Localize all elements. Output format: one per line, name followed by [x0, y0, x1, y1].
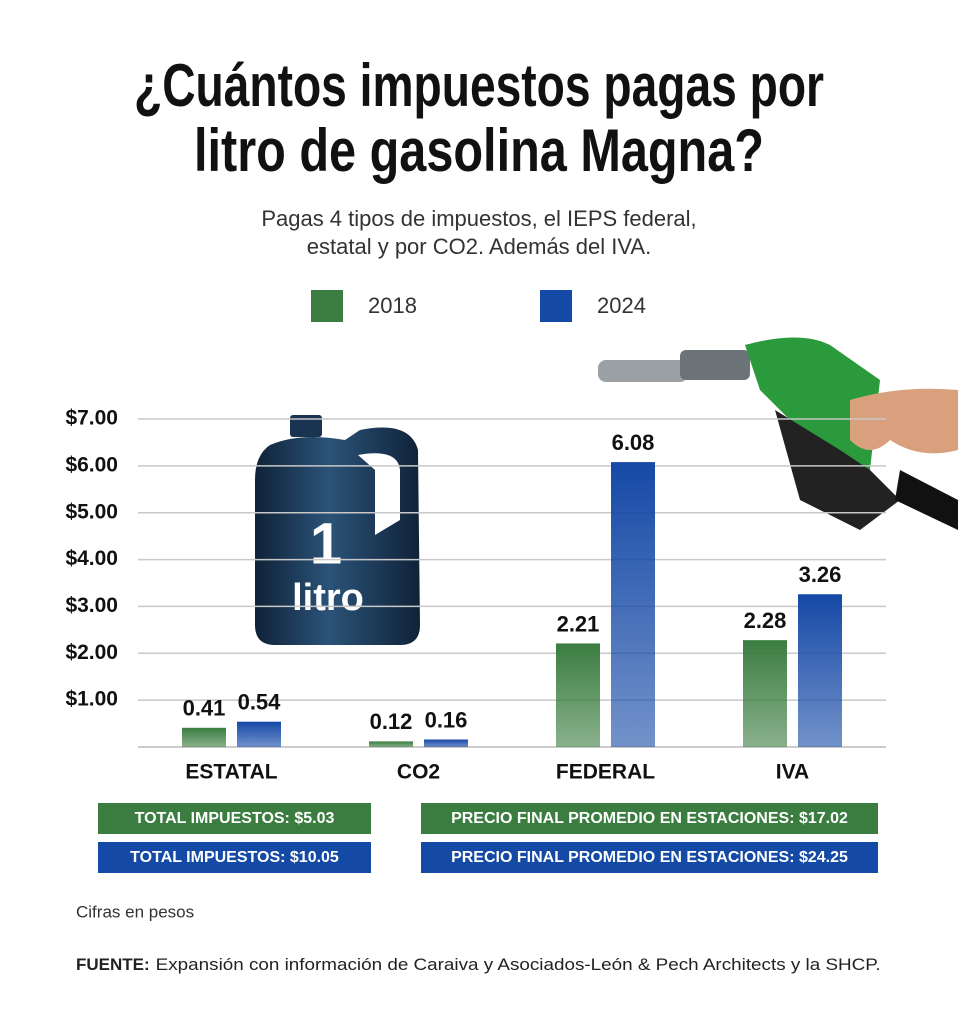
bar — [798, 594, 842, 747]
x-tick-label: CO2 — [397, 761, 440, 784]
x-tick-label: ESTATAL — [185, 761, 277, 784]
summary-box — [421, 803, 878, 834]
legend-label: 2024 — [597, 293, 646, 318]
value-label: 0.12 — [370, 709, 413, 734]
summary-text: TOTAL IMPUESTOS: $10.05 — [130, 849, 339, 866]
summary-text: TOTAL IMPUESTOS: $5.03 — [135, 810, 335, 827]
source: FUENTE: Expansión con información de Cara… — [76, 955, 881, 974]
value-label: 3.26 — [799, 562, 842, 587]
value-label: 6.08 — [612, 430, 655, 455]
legend-swatch — [311, 290, 343, 322]
value-label: 0.16 — [425, 707, 468, 732]
subtitle-line: Pagas 4 tipos de impuestos, el IEPS fede… — [261, 206, 696, 231]
source-text: Expansión con información de Caraiva y A… — [156, 955, 881, 974]
summary-text: PRECIO FINAL PROMEDIO EN ESTACIONES: $24… — [451, 849, 848, 866]
bar — [556, 643, 600, 747]
y-tick-label: $7.00 — [65, 407, 118, 430]
value-label: 0.41 — [183, 696, 226, 721]
value-label: 2.21 — [557, 611, 600, 636]
jug-illustration: 1 litro — [255, 415, 420, 645]
x-tick-label: IVA — [776, 761, 809, 784]
summary-box — [98, 842, 371, 873]
bar — [743, 640, 787, 747]
source-label: FUENTE: — [76, 955, 150, 974]
title-line: litro de gasolina Magna? — [194, 117, 764, 184]
y-tick-label: $1.00 — [65, 688, 118, 711]
note: Cifras en pesos — [76, 902, 194, 921]
bar — [237, 721, 281, 747]
legend-label: 2018 — [368, 293, 417, 318]
summary-box — [421, 842, 878, 873]
summary-text: PRECIO FINAL PROMEDIO EN ESTACIONES: $17… — [451, 810, 848, 827]
jug-label: litro — [292, 577, 364, 619]
subtitle-line: estatal y por CO2. Además del IVA. — [307, 234, 651, 259]
y-tick-label: $5.00 — [65, 500, 118, 523]
y-tick-label: $3.00 — [65, 594, 118, 617]
bar — [182, 727, 226, 747]
title-line: ¿Cuántos impuestos pagas por — [134, 52, 824, 119]
y-tick-label: $6.00 — [65, 453, 118, 476]
value-label: 2.28 — [744, 608, 787, 633]
y-tick-label: $2.00 — [65, 641, 118, 664]
summary-box — [98, 803, 371, 834]
value-label: 0.54 — [238, 690, 282, 715]
bar — [424, 739, 468, 747]
x-tick-label: FEDERAL — [556, 761, 655, 784]
bar — [611, 462, 655, 747]
jug-label: 1 — [310, 511, 342, 576]
bar — [369, 741, 413, 747]
legend-swatch — [540, 290, 572, 322]
y-tick-label: $4.00 — [65, 547, 118, 570]
